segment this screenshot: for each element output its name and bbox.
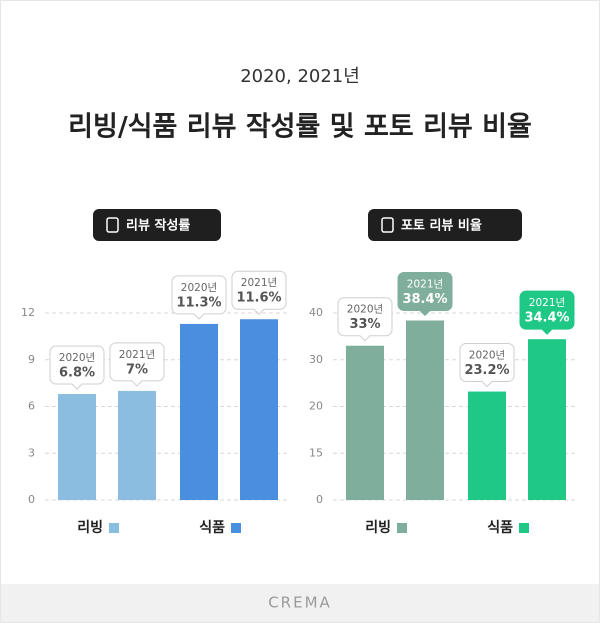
y-tick-label: 9: [28, 353, 35, 366]
pill-icon: [106, 217, 119, 233]
title: 리빙/식품 리뷰 작성률 및 포토 리뷰 비율: [68, 112, 532, 143]
data-label: 23.2%: [464, 363, 509, 378]
bar: [406, 320, 444, 500]
chart-title-pill: [93, 209, 221, 241]
data-label: 34.4%: [524, 311, 569, 326]
y-tick-label: 0: [316, 493, 323, 506]
legend-label: 리빙: [365, 520, 391, 536]
bubble-year: 2021년: [529, 297, 565, 309]
data-label: 38.4%: [402, 292, 447, 307]
legend-swatch: [519, 523, 529, 533]
y-tick-label: 20: [309, 400, 323, 413]
footer-band: [1, 584, 599, 622]
value-bubble: [109, 342, 165, 387]
chart-title: 리뷰 작성률: [126, 218, 190, 234]
value-bubble: [171, 275, 227, 320]
y-tick-label: 40: [309, 306, 323, 319]
bar: [346, 345, 384, 500]
legend-label: 리빙: [77, 520, 103, 536]
bar: [180, 323, 218, 500]
value-bubble: [337, 297, 393, 342]
bubble-year: 2021년: [119, 349, 155, 361]
y-tick-label: 30: [309, 353, 323, 366]
footer-logo: CREMA: [268, 594, 332, 612]
data-label: 11.6%: [236, 291, 281, 306]
data-label: 6.8%: [59, 366, 95, 381]
y-tick-label: 12: [21, 306, 35, 319]
legend-label: 식품: [199, 520, 225, 536]
value-bubble: [459, 343, 515, 388]
data-label: 11.3%: [176, 295, 221, 310]
bar: [528, 339, 566, 500]
bubble-year: 2020년: [347, 304, 383, 316]
y-tick-label: 0: [28, 493, 35, 506]
value-bubble: [519, 290, 575, 335]
bar: [118, 390, 156, 500]
bar: [58, 394, 96, 500]
y-tick-label: 3: [28, 446, 35, 459]
chart-title-pill: [368, 209, 522, 241]
legend-swatch: [397, 523, 407, 533]
subtitle: 2020, 2021년: [240, 66, 360, 87]
bubble-year: 2020년: [181, 282, 217, 294]
bar: [240, 319, 278, 500]
value-bubble: [397, 271, 453, 317]
chart-title: 포토 리뷰 비율: [401, 218, 482, 234]
bar: [468, 391, 506, 500]
legend-label: 식품: [487, 520, 513, 536]
bubble-year: 2020년: [59, 352, 95, 364]
legend-swatch: [109, 523, 119, 533]
y-tick-label: 15: [309, 446, 323, 459]
data-label: 33%: [349, 317, 380, 332]
legend-swatch: [231, 523, 241, 533]
bubble-year: 2021년: [407, 278, 443, 290]
y-tick-label: 6: [28, 400, 35, 413]
pill-icon: [381, 217, 394, 233]
bubble-year: 2020년: [469, 350, 505, 362]
data-label: 7%: [126, 362, 148, 377]
bubble-year: 2021년: [241, 277, 277, 289]
value-bubble: [231, 270, 287, 315]
value-bubble: [49, 345, 105, 390]
